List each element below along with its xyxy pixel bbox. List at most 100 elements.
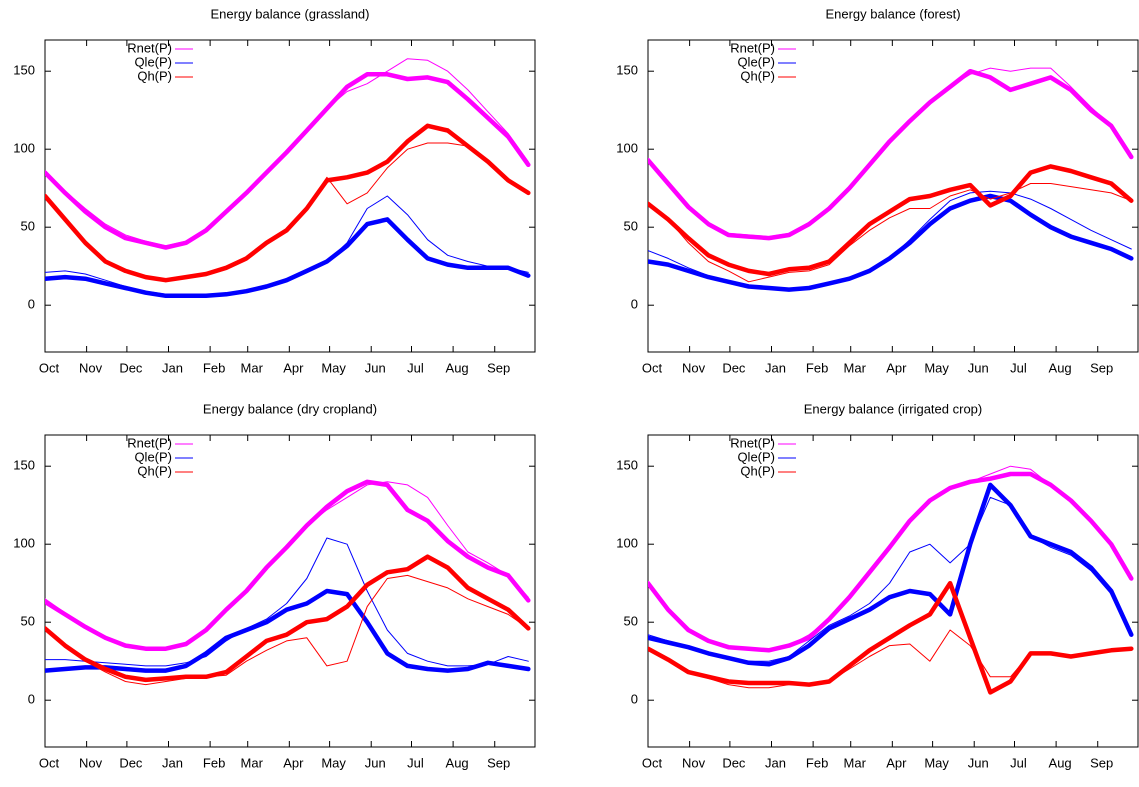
thin-line [648, 183, 1132, 283]
y-tick-label: 100 [616, 536, 638, 551]
thin-line [648, 190, 1132, 289]
plot-frame [647, 434, 1139, 748]
thin-line [45, 574, 529, 686]
x-tick-label: Dec [119, 755, 143, 770]
x-tick-label: Aug [1049, 360, 1072, 375]
thick-line [45, 479, 531, 651]
x-tick-label: May [924, 755, 949, 770]
panel: Energy balance (forest) 0 50 100 150 Oct Nov De… [616, 6, 1139, 375]
x-tick-label: Dec [119, 360, 143, 375]
legend-label: Qle(P) [134, 54, 172, 69]
thick-line [45, 123, 531, 283]
legend-label: Qle(P) [134, 449, 172, 464]
legend-label: Qle(P) [737, 54, 775, 69]
x-tick-label: Jun [365, 755, 386, 770]
x-tick-label: Aug [446, 755, 469, 770]
thick-line [45, 217, 531, 299]
thick-line [648, 164, 1134, 277]
y-tick-label: 100 [13, 141, 35, 156]
y-tick-label: 150 [616, 458, 638, 473]
panel-title: Energy balance (forest) [825, 6, 960, 21]
x-tick-label: May [924, 360, 949, 375]
x-tick-label: Dec [722, 360, 746, 375]
x-tick-label: Jun [968, 755, 989, 770]
y-tick-label: 100 [616, 141, 638, 156]
x-tick-label: Feb [806, 360, 828, 375]
x-tick-label: Apr [283, 755, 304, 770]
thick-line [648, 471, 1134, 653]
plot-frame [647, 39, 1139, 353]
y-tick-label: 50 [624, 614, 638, 629]
x-tick-label: Jan [765, 755, 786, 770]
legend-label: Qh(P) [740, 463, 775, 478]
x-tick-label: Sep [487, 360, 510, 375]
x-tick-label: Jul [407, 360, 424, 375]
thick-line [45, 72, 531, 250]
y-tick-label: 0 [631, 692, 638, 707]
legend-label: Qle(P) [737, 449, 775, 464]
y-tick-label: 50 [21, 219, 35, 234]
x-tick-label: Apr [886, 755, 907, 770]
x-tick-label: Jul [1010, 360, 1027, 375]
x-tick-label: Mar [844, 755, 867, 770]
x-tick-label: Oct [642, 360, 663, 375]
x-tick-label: May [321, 755, 346, 770]
panel: Energy balance (dry cropland) 0 50 100 150 Oc… [13, 401, 536, 770]
x-tick-label: Mar [241, 360, 264, 375]
y-tick-label: 50 [21, 614, 35, 629]
x-tick-label: Mar [241, 755, 264, 770]
thin-line [45, 142, 529, 281]
legend-label: Rnet(P) [730, 40, 775, 55]
legend-label: Rnet(P) [127, 40, 172, 55]
thin-line [45, 481, 529, 650]
x-tick-label: Sep [1090, 360, 1113, 375]
y-tick-label: 50 [624, 219, 638, 234]
x-tick-label: Jul [407, 755, 424, 770]
x-tick-label: Sep [1090, 755, 1113, 770]
x-tick-label: Oct [39, 755, 60, 770]
thin-line [45, 537, 529, 667]
x-tick-label: Nov [79, 360, 103, 375]
panel-title: Energy balance (dry cropland) [203, 401, 377, 416]
x-tick-label: Jan [162, 755, 183, 770]
x-tick-label: Jan [765, 360, 786, 375]
x-tick-label: Aug [446, 360, 469, 375]
x-tick-label: Nov [79, 755, 103, 770]
x-tick-label: Apr [283, 360, 304, 375]
y-tick-label: 150 [13, 458, 35, 473]
x-tick-label: Oct [642, 755, 663, 770]
thick-line [648, 193, 1134, 292]
x-tick-label: Mar [844, 360, 867, 375]
x-tick-label: May [321, 360, 346, 375]
plot-frame [44, 39, 536, 353]
x-tick-label: Nov [682, 360, 706, 375]
legend-label: Rnet(P) [730, 435, 775, 450]
x-tick-label: Nov [682, 755, 706, 770]
y-tick-label: 100 [13, 536, 35, 551]
x-tick-label: Oct [39, 360, 60, 375]
panel-title: Energy balance (irrigated crop) [804, 401, 982, 416]
x-tick-label: Feb [806, 755, 828, 770]
thick-line [648, 580, 1134, 695]
legend-label: Qh(P) [137, 463, 172, 478]
x-tick-label: Jan [162, 360, 183, 375]
x-tick-label: Jun [365, 360, 386, 375]
panel-title: Energy balance (grassland) [211, 6, 370, 21]
x-tick-label: Sep [487, 755, 510, 770]
panel: Energy balance (irrigated crop) 0 50 100 150… [616, 401, 1139, 770]
x-tick-label: Feb [203, 755, 225, 770]
x-tick-label: Feb [203, 360, 225, 375]
y-tick-label: 0 [28, 692, 35, 707]
y-tick-label: 0 [28, 297, 35, 312]
x-tick-label: Jul [1010, 755, 1027, 770]
x-tick-label: Dec [722, 755, 746, 770]
y-tick-label: 150 [13, 63, 35, 78]
x-tick-label: Aug [1049, 755, 1072, 770]
y-tick-label: 0 [631, 297, 638, 312]
plot-frame [44, 434, 536, 748]
panel: Energy balance (grassland) 0 50 100 150 Oct No… [13, 6, 536, 375]
legend-label: Rnet(P) [127, 435, 172, 450]
thick-line [648, 482, 1134, 667]
